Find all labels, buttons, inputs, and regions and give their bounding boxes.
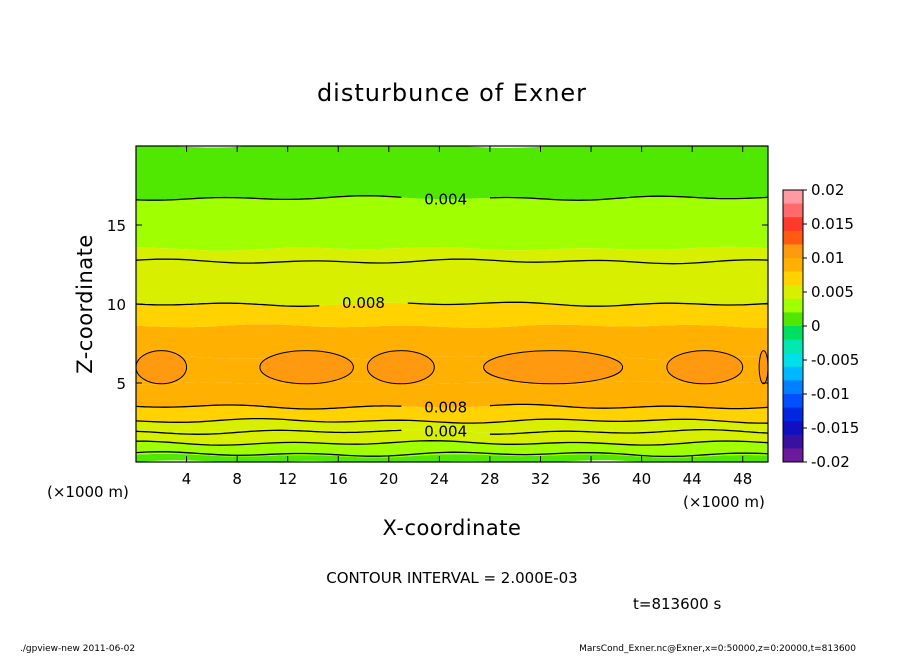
colorbar-swatch — [783, 380, 803, 395]
contour-lines: 0.004 0.008 0.008 0.004 — [136, 190, 768, 458]
field-band — [136, 453, 768, 462]
x-tick-label: 32 — [531, 470, 550, 488]
x-axis: 4 8 12 16 20 24 28 32 36 40 44 48 — [182, 146, 752, 488]
colorbar-tick-label: -0.02 — [811, 453, 850, 471]
x-tick-label: 44 — [683, 470, 702, 488]
contour-cell — [483, 350, 624, 385]
x-tick-label: 16 — [329, 470, 348, 488]
colorbar-swatch — [783, 312, 803, 327]
contour-line — [136, 258, 768, 265]
colorbar-swatch — [783, 421, 803, 436]
contour-label: 0.004 — [424, 190, 467, 208]
x-tick-label: 8 — [232, 470, 242, 488]
colorbar — [782, 189, 804, 463]
contour-line — [489, 195, 768, 201]
colorbar-swatch — [783, 339, 803, 354]
x-tick-label: 20 — [379, 470, 398, 488]
colorbar-swatch — [783, 298, 803, 313]
x-unit-label: (×1000 m) — [683, 493, 765, 511]
high-value-cells — [136, 350, 768, 385]
colorbar-swatch — [783, 230, 803, 245]
x-tick-label: 40 — [632, 470, 651, 488]
field-band — [136, 381, 768, 409]
colorbar-ticks: 0.02 0.015 0.01 0.005 0 -0.005 -0.01 -0.015 -0.0… — [803, 181, 859, 471]
colorbar-tick-label: 0.005 — [811, 283, 854, 301]
contour-interval-text: CONTOUR INTERVAL = 2.000E-03 — [326, 569, 577, 587]
colorbar-swatch — [783, 434, 803, 449]
field-band — [136, 146, 768, 200]
contour-line — [136, 429, 402, 435]
field-band — [136, 324, 768, 360]
y-tick-label: 5 — [116, 375, 126, 393]
x-tick-label: 48 — [733, 470, 752, 488]
field-band — [136, 419, 768, 433]
field-band — [136, 259, 768, 306]
y-axis-title: Z-coordinate — [73, 234, 97, 374]
contour-line — [136, 404, 402, 410]
contour-line — [136, 440, 768, 446]
x-tick-label: 4 — [182, 470, 192, 488]
contour-cell — [259, 350, 354, 385]
contour-line — [136, 195, 402, 201]
x-tick-label: 28 — [480, 470, 499, 488]
contour-label: 0.008 — [424, 399, 467, 417]
contour-line — [489, 428, 768, 435]
plot-area: 0.004 0.008 0.008 0.004 — [136, 146, 768, 462]
contour-label: 0.008 — [342, 294, 385, 312]
x-axis-title: X-coordinate — [383, 516, 522, 540]
x-tick-label: 12 — [278, 470, 297, 488]
colorbar-swatch — [783, 258, 803, 273]
colorbar-swatch — [783, 448, 803, 463]
y-tick-label: 10 — [107, 296, 126, 314]
colorbar-tick-label: -0.015 — [811, 419, 859, 437]
colorbar-tick-label: 0.015 — [811, 215, 854, 233]
colorbar-swatch — [783, 353, 803, 368]
contour-line — [136, 302, 320, 307]
colorbar-swatch — [783, 271, 803, 286]
field-band — [136, 246, 768, 264]
contour-cell — [136, 350, 188, 385]
colorbar-swatch — [783, 217, 803, 232]
footer-left: ./gpview-new 2011-06-02 — [20, 644, 135, 654]
x-tick-label: 24 — [430, 470, 449, 488]
colorbar-swatch — [783, 244, 803, 259]
contour-cell — [758, 350, 768, 385]
contour-cell — [666, 350, 744, 385]
colorbar-tick-label: -0.005 — [811, 351, 859, 369]
field-band — [136, 302, 768, 328]
colorbar-tick-label: 0.02 — [811, 181, 844, 199]
contour-line — [489, 403, 768, 410]
colorbar-swatch — [783, 203, 803, 218]
footer-right: MarsCond_Exner.nc@Exner,x=0:50000,z=0:20… — [579, 644, 856, 654]
contour-cell — [366, 350, 435, 385]
colorbar-swatch — [783, 407, 803, 422]
contour-line — [136, 417, 768, 424]
contour-line — [136, 451, 768, 458]
colorbar-swatch — [783, 285, 803, 300]
y-tick-label: 15 — [107, 217, 126, 235]
chart-title: disturbunce of Exner — [317, 79, 587, 107]
colorbar-swatch — [783, 190, 803, 205]
colorbar-tick-label: 0.01 — [811, 249, 844, 267]
y-axis: 5 10 15 — [107, 217, 768, 393]
y-unit-label: (×1000 m) — [47, 483, 129, 501]
colorbar-swatch — [783, 394, 803, 409]
colorbar-swatch — [783, 366, 803, 381]
field-band — [136, 404, 768, 423]
field-band — [136, 196, 768, 251]
colorbar-tick-label: -0.01 — [811, 385, 850, 403]
x-tick-label: 36 — [581, 470, 600, 488]
contour-line — [407, 301, 768, 307]
contour-label: 0.004 — [424, 423, 467, 441]
colorbar-swatch — [783, 326, 803, 341]
time-label: t=813600 s — [633, 595, 721, 613]
colorbar-tick-label: 0 — [811, 317, 821, 335]
